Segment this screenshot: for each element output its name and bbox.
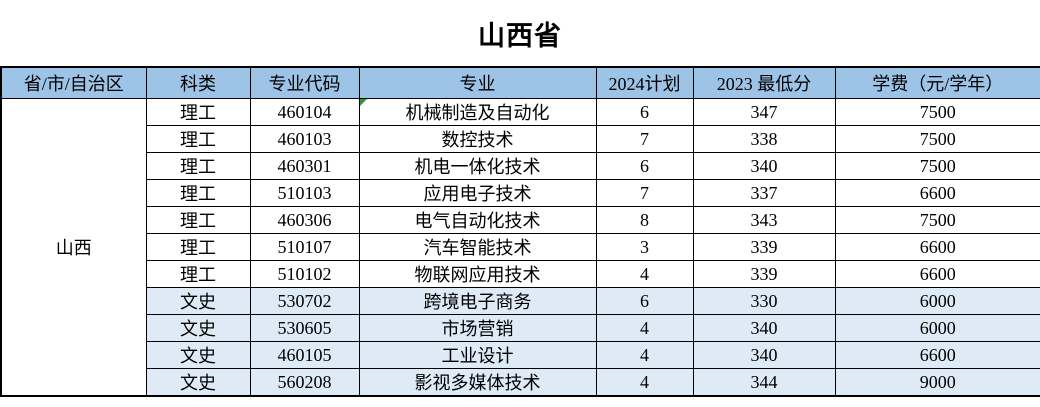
- table-row: 理工 510102 物联网应用技术 4 339 6600: [1, 260, 1040, 288]
- column-header-major-code: 专业代码: [249, 66, 360, 99]
- table-row: 理工 510107 汽车智能技术 3 339 6600: [1, 233, 1040, 261]
- major-code-cell: 460103: [249, 125, 360, 153]
- tuition-cell: 7500: [834, 98, 1040, 126]
- min-score-cell: 340: [692, 152, 836, 180]
- major-code-cell: 510103: [249, 179, 360, 207]
- plan-cell: 6: [595, 287, 694, 315]
- category-cell: 理工: [145, 260, 251, 288]
- plan-cell: 6: [595, 152, 694, 180]
- min-score-cell: 344: [692, 368, 836, 397]
- table-row: 理工 460306 电气自动化技术 8 343 7500: [1, 206, 1040, 234]
- major-code-cell: 510102: [249, 260, 360, 288]
- min-score-cell: 343: [692, 206, 836, 234]
- major-cell: 数控技术: [358, 125, 597, 153]
- plan-cell: 4: [595, 341, 694, 369]
- green-corner-marker-icon: [360, 99, 367, 106]
- tuition-cell: 6600: [834, 179, 1040, 207]
- major-code-cell: 510107: [249, 233, 360, 261]
- major-cell: 机电一体化技术: [358, 152, 597, 180]
- major-cell: 物联网应用技术: [358, 260, 597, 288]
- major-cell: 市场营销: [358, 314, 597, 342]
- plan-cell: 7: [595, 125, 694, 153]
- province-cell: 山西: [0, 98, 147, 397]
- major-code-cell: 460306: [249, 206, 360, 234]
- tuition-cell: 7500: [834, 125, 1040, 153]
- tuition-cell: 6600: [834, 341, 1040, 369]
- major-cell: 汽车智能技术: [358, 233, 597, 261]
- min-score-cell: 347: [692, 98, 836, 126]
- tuition-cell: 6600: [834, 260, 1040, 288]
- category-cell: 理工: [145, 125, 251, 153]
- column-header-min-score-2023: 2023 最低分: [692, 66, 836, 99]
- category-cell: 文史: [145, 314, 251, 342]
- header-row: 省/市/自治区 科类 专业代码 专业 2024计划 2023 最低分 学费（元/…: [0, 66, 1040, 99]
- column-header-major: 专业: [358, 66, 597, 99]
- major-code-cell: 530605: [249, 314, 360, 342]
- category-cell: 理工: [145, 206, 251, 234]
- tuition-cell: 6000: [834, 314, 1040, 342]
- column-header-plan-2024: 2024计划: [595, 66, 694, 99]
- plan-cell: 4: [595, 368, 694, 397]
- tuition-cell: 9000: [834, 368, 1040, 397]
- plan-cell: 3: [595, 233, 694, 261]
- category-cell: 理工: [145, 233, 251, 261]
- admission-table: 省/市/自治区 科类 专业代码 专业 2024计划 2023 最低分 学费（元/…: [0, 66, 1040, 397]
- column-header-tuition: 学费（元/学年）: [834, 66, 1040, 99]
- category-cell: 文史: [145, 341, 251, 369]
- table-row: 文史 560208 影视多媒体技术 4 344 9000: [1, 368, 1040, 397]
- table-row: 山西 理工 460104 机械制造及自动化 6 347 7500: [0, 98, 1040, 397]
- major-cell: 跨境电子商务: [358, 287, 597, 315]
- category-cell: 文史: [145, 287, 251, 315]
- table-row: 理工 510103 应用电子技术 7 337 6600: [1, 179, 1040, 207]
- category-cell: 理工: [145, 98, 251, 126]
- tuition-cell: 7500: [834, 206, 1040, 234]
- major-code-cell: 530702: [249, 287, 360, 315]
- table-row: 文史 530702 跨境电子商务 6 330 6000: [1, 287, 1040, 315]
- category-cell: 文史: [145, 368, 251, 397]
- table-row: 文史 460105 工业设计 4 340 6600: [1, 341, 1040, 369]
- major-cell: 影视多媒体技术: [358, 368, 597, 397]
- tuition-cell: 7500: [834, 152, 1040, 180]
- page-title: 山西省: [478, 20, 562, 51]
- major-code-cell: 560208: [249, 368, 360, 397]
- major-cell: 应用电子技术: [358, 179, 597, 207]
- plan-cell: 8: [595, 206, 694, 234]
- table-row: 理工 460301 机电一体化技术 6 340 7500: [1, 152, 1040, 180]
- min-score-cell: 337: [692, 179, 836, 207]
- plan-cell: 6: [595, 98, 694, 126]
- tuition-cell: 6000: [834, 287, 1040, 315]
- plan-cell: 4: [595, 314, 694, 342]
- min-score-cell: 330: [692, 287, 836, 315]
- column-header-region: 省/市/自治区: [0, 66, 147, 99]
- min-score-cell: 339: [692, 233, 836, 261]
- plan-cell: 4: [595, 260, 694, 288]
- table-row: 文史 530605 市场营销 4 340 6000: [1, 314, 1040, 342]
- min-score-cell: 339: [692, 260, 836, 288]
- major-cell: 机械制造及自动化: [358, 98, 597, 126]
- major-cell: 电气自动化技术: [358, 206, 597, 234]
- plan-cell: 7: [595, 179, 694, 207]
- category-cell: 理工: [145, 152, 251, 180]
- column-header-category: 科类: [145, 66, 251, 99]
- major-code-cell: 460104: [249, 98, 360, 126]
- min-score-cell: 340: [692, 314, 836, 342]
- min-score-cell: 338: [692, 125, 836, 153]
- category-cell: 理工: [145, 179, 251, 207]
- tuition-cell: 6600: [834, 233, 1040, 261]
- min-score-cell: 340: [692, 341, 836, 369]
- major-label: 机械制造及自动化: [405, 103, 550, 123]
- table-row: 理工 460103 数控技术 7 338 7500: [1, 125, 1040, 153]
- major-cell: 工业设计: [358, 341, 597, 369]
- major-code-cell: 460105: [249, 341, 360, 369]
- major-code-cell: 460301: [249, 152, 360, 180]
